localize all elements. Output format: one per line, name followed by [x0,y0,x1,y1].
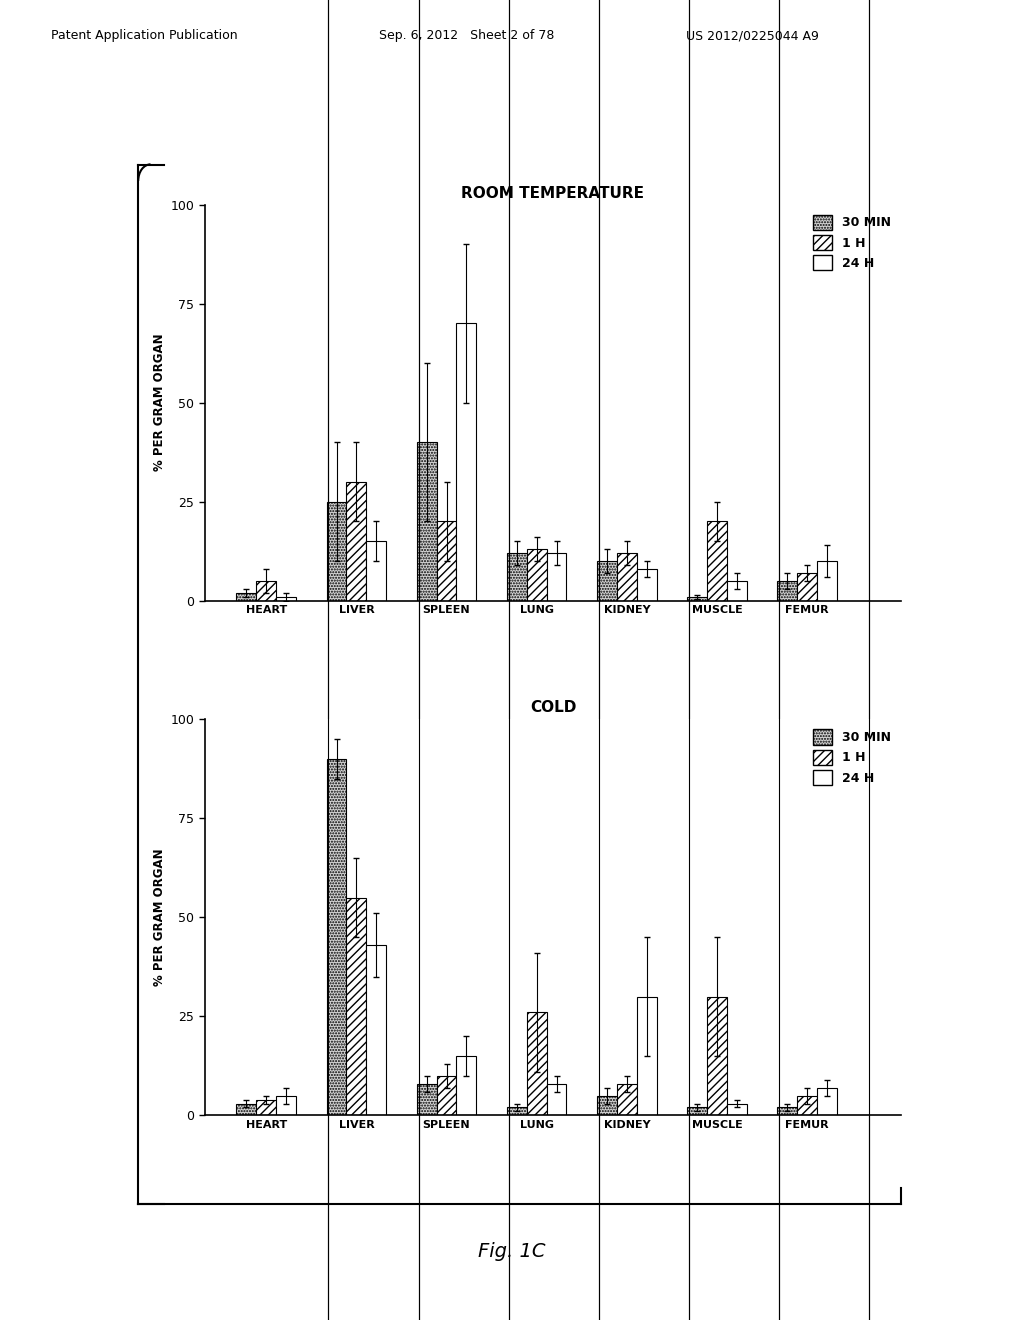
Bar [727,581,746,601]
Bar [417,442,436,601]
Bar [617,553,637,601]
Bar [237,1104,256,1115]
Bar [547,553,566,601]
Text: Fig. 1C: Fig. 1C [478,1242,546,1261]
Bar [798,1096,817,1115]
Bar [597,561,617,601]
Title: ROOM TEMPERATURE: ROOM TEMPERATURE [462,186,644,201]
Bar [637,997,656,1115]
Bar [457,1056,476,1115]
Bar [237,593,256,601]
Bar [597,1096,617,1115]
Title: COLD: COLD [529,701,577,715]
Bar [436,1076,457,1115]
Bar [367,541,386,601]
Bar [327,502,346,601]
Bar [346,898,367,1115]
Bar [798,573,817,601]
Bar [708,521,727,601]
Bar [436,521,457,601]
Bar [507,1107,526,1115]
Bar [256,581,276,601]
Bar [327,759,346,1115]
Bar [526,1012,547,1115]
Bar [617,1084,637,1115]
Text: Patent Application Publication: Patent Application Publication [51,29,238,42]
Bar [457,323,476,601]
Bar [777,581,798,601]
Bar [367,945,386,1115]
Bar [346,482,367,601]
Bar [547,1084,566,1115]
Bar [777,1107,798,1115]
Bar [817,1088,837,1115]
Bar [276,1096,296,1115]
Text: US 2012/0225044 A9: US 2012/0225044 A9 [686,29,819,42]
Bar [507,553,526,601]
Legend: 30 MIN, 1 H, 24 H: 30 MIN, 1 H, 24 H [810,726,895,789]
Bar [687,1107,708,1115]
Bar [417,1084,436,1115]
Bar [687,597,708,601]
Bar [708,997,727,1115]
Bar [817,561,837,601]
Bar [637,569,656,601]
Y-axis label: % PER GRAM ORGAN: % PER GRAM ORGAN [154,849,166,986]
Bar [526,549,547,601]
Y-axis label: % PER GRAM ORGAN: % PER GRAM ORGAN [154,334,166,471]
Text: Sep. 6, 2012   Sheet 2 of 78: Sep. 6, 2012 Sheet 2 of 78 [379,29,554,42]
Legend: 30 MIN, 1 H, 24 H: 30 MIN, 1 H, 24 H [810,211,895,275]
Bar [727,1104,746,1115]
Bar [276,597,296,601]
Bar [256,1100,276,1115]
